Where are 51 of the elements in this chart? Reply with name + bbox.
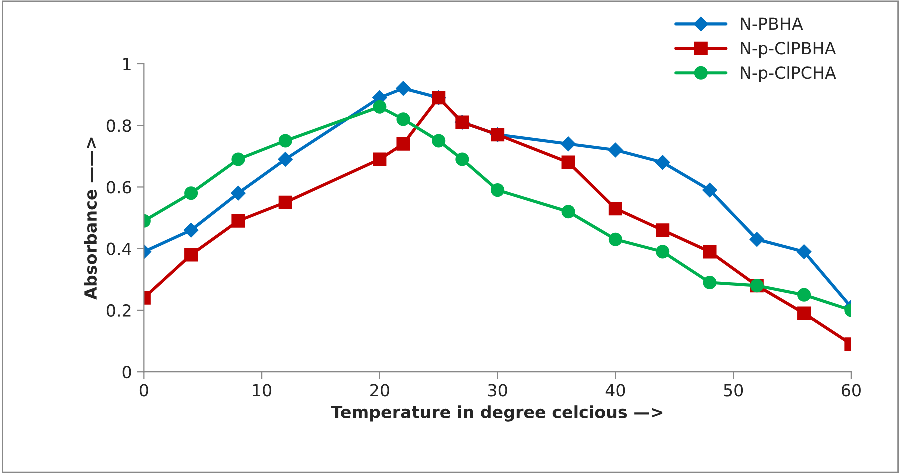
x-tick-label: 10 <box>253 384 272 397</box>
point <box>396 112 410 126</box>
y-tick-label: 0.6 <box>106 181 132 194</box>
point <box>562 156 576 170</box>
x-tick-label: 50 <box>724 384 744 397</box>
point <box>750 232 765 247</box>
point <box>608 202 622 216</box>
x-tick-label: 20 <box>370 384 390 397</box>
point <box>456 152 470 166</box>
point <box>561 136 576 152</box>
point <box>184 186 198 200</box>
x-tick-label: 0 <box>140 384 148 397</box>
point <box>656 224 670 238</box>
point <box>608 232 622 246</box>
point <box>796 244 812 260</box>
x-tick-label: 30 <box>488 384 508 397</box>
x-axis-title: Temperature in degree celcious —> <box>331 406 663 422</box>
point <box>184 248 198 262</box>
point <box>703 276 717 290</box>
point <box>656 245 670 259</box>
point <box>373 152 387 166</box>
point <box>798 306 812 320</box>
y-tick-label: 0.2 <box>106 304 131 318</box>
legend-label: N-PBHA <box>741 18 804 30</box>
point <box>184 222 199 238</box>
point <box>396 137 410 151</box>
point <box>232 152 246 166</box>
y-tick-label: 1 <box>124 58 131 70</box>
y-tick-label: 0.8 <box>106 120 132 132</box>
x-tick-label: 60 <box>842 384 861 397</box>
point <box>702 182 718 198</box>
point <box>608 142 624 158</box>
point <box>703 245 717 259</box>
point <box>655 155 670 170</box>
y-tick-label: 0.4 <box>106 242 132 256</box>
point <box>798 288 812 302</box>
legend-label: N-p-ClPBHA <box>741 42 836 58</box>
y-axis-title: Absorbance ——> <box>84 138 98 300</box>
point <box>562 205 576 219</box>
x-tick-label: 40 <box>606 384 626 397</box>
point <box>232 214 246 228</box>
point <box>491 184 505 198</box>
point <box>278 134 292 148</box>
point <box>278 152 294 167</box>
point <box>373 100 387 114</box>
point <box>396 81 411 96</box>
point <box>432 134 446 148</box>
y-tick-label: 0 <box>122 366 132 379</box>
point <box>231 186 246 201</box>
point <box>278 196 292 210</box>
legend-label: N-p-ClPCHA <box>741 66 836 82</box>
